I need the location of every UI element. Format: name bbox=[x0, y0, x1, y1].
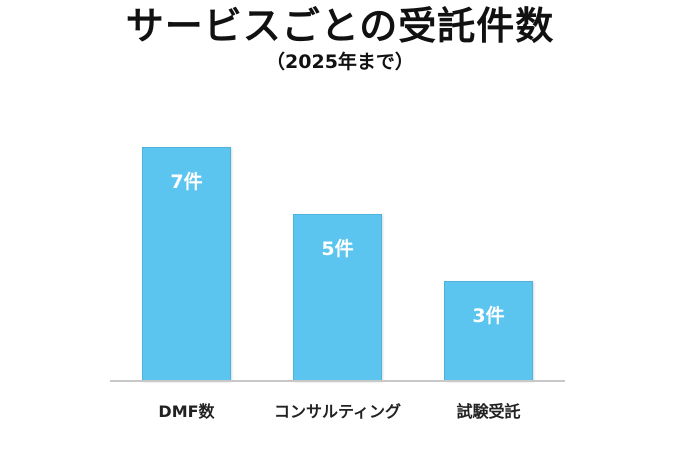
category-label: コンサルティング bbox=[273, 402, 402, 421]
bar: 7件 bbox=[142, 147, 231, 381]
chart-title: サービスごとの受託件数 bbox=[125, 4, 555, 48]
category-label: 試験受託 bbox=[456, 402, 521, 421]
bar: 3件 bbox=[444, 280, 533, 381]
bar-value-label: 3件 bbox=[472, 304, 505, 327]
x-axis-line bbox=[110, 380, 565, 382]
bar: 5件 bbox=[293, 214, 382, 381]
bar-value-label: 7件 bbox=[170, 171, 203, 194]
bar-value-label: 5件 bbox=[321, 238, 354, 260]
chart-subtitle: （2025年まで） bbox=[266, 51, 414, 73]
category-label: DMF数 bbox=[158, 402, 215, 421]
